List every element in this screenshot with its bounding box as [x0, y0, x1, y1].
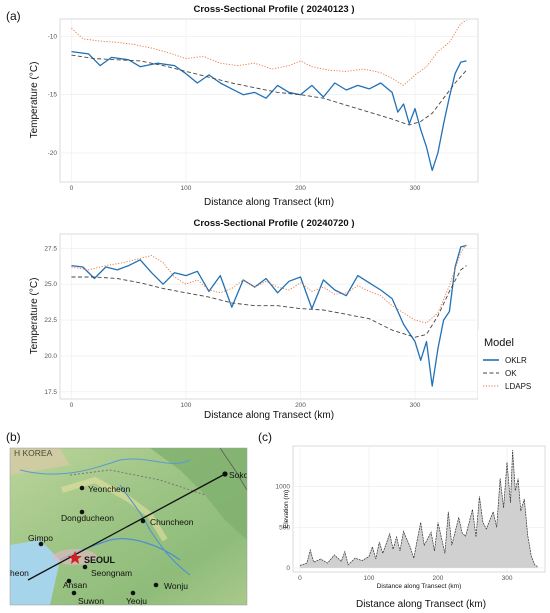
- chart-elevation: 0 100 200 300 0 500 1000 Distance along Trans…: [276, 445, 546, 610]
- x-axis-label: Distance along Transect (km): [204, 197, 334, 208]
- panel-label-c: (c): [258, 430, 272, 444]
- series-group: [299, 450, 539, 568]
- series-group: [71, 243, 467, 387]
- map-label-sokcho: Sokc: [229, 470, 249, 480]
- panel-label-a: (a): [6, 9, 21, 23]
- x-tick-labels: 0 100 200 300: [298, 575, 513, 582]
- y-tick-label: 20.0: [44, 353, 57, 360]
- x-tick-label: 300: [410, 185, 421, 192]
- series-group: [71, 19, 467, 172]
- x-tick-label: 200: [295, 185, 306, 192]
- x-tick-label: 100: [181, 185, 192, 192]
- y-axis-label: Elevation (m): [283, 490, 290, 528]
- seoul-star-icon: [68, 551, 82, 564]
- x-tick-labels: 0 100 200 300: [70, 402, 421, 409]
- y-tick-label: 1000: [276, 484, 291, 491]
- map-label-ansan: Ansan: [63, 580, 87, 590]
- x-tick-label: 300: [502, 575, 513, 582]
- legend-items: OKLR OK LDAPS: [483, 356, 531, 391]
- x-axis-label: Distance along Transect (km): [204, 410, 334, 421]
- legend-box: [478, 330, 548, 400]
- x-tick-label: 200: [433, 575, 444, 582]
- y-tick-label: 22.5: [44, 317, 57, 324]
- map-label-gimpo: Gimpo: [28, 533, 53, 543]
- chart-temperature-winter: Cross-Sectional Profile ( 20240123 ) 0 10…: [29, 4, 479, 208]
- legend-label-ok: OK: [505, 369, 517, 378]
- transect-line: [27, 473, 226, 581]
- plot-panel: [59, 18, 479, 183]
- y-tick-label: -15: [48, 92, 58, 99]
- y-axis-label: Temperature (°C): [29, 278, 40, 355]
- y-tick-label: -20: [48, 150, 58, 157]
- legend-title: Model: [484, 337, 514, 349]
- y-tick-label: 17.5: [44, 389, 57, 396]
- chart-title: Cross-Sectional Profile ( 20240123 ): [193, 4, 354, 15]
- gridlines: [60, 234, 478, 399]
- chart-temperature-summer: Cross-Sectional Profile ( 20240720 ) 0 10…: [29, 218, 479, 421]
- map-label-wonju: Wonju: [164, 581, 188, 591]
- y-tick-label: -10: [48, 33, 58, 40]
- series-line-oklr: [71, 50, 467, 172]
- y-tick-labels: 17.5 20.0 22.5 25.0 27.5: [44, 245, 57, 395]
- legend-label-ldaps: LDAPS: [505, 382, 531, 391]
- x-tick-label: 300: [410, 402, 421, 409]
- series-line-oklr: [71, 244, 467, 387]
- map-label-chuncheon: Chuncheon: [150, 517, 194, 527]
- map-label-incheon: heon: [10, 568, 29, 578]
- plot-panel: [59, 233, 479, 400]
- x-tick-label: 0: [70, 185, 74, 192]
- series-line-ldaps: [71, 243, 467, 324]
- legend: Model OKLR OK LDAPS: [478, 330, 548, 400]
- panel-label-b: (b): [6, 430, 21, 444]
- map-label-seoul: SEOUL: [84, 555, 116, 565]
- y-tick-label: 0: [286, 565, 290, 572]
- outer-x-axis-label: Distance along Transect (km): [356, 599, 486, 610]
- y-tick-labels: 0 500 1000: [276, 484, 291, 572]
- map-terrain: Yeoncheon Dongducheon Chuncheon Gimpo SE…: [10, 448, 249, 606]
- x-tick-label: 0: [70, 402, 74, 409]
- map-panel: Yeoncheon Dongducheon Chuncheon Gimpo SE…: [9, 447, 249, 606]
- elevation-area: [299, 450, 539, 568]
- elevation-line: [299, 450, 539, 568]
- map-label-country: H KOREA: [14, 448, 53, 458]
- y-tick-label: 25.0: [44, 281, 57, 288]
- y-tick-labels: -20 -15 -10: [48, 33, 58, 156]
- x-tick-label: 0: [298, 575, 302, 582]
- y-axis-label: Temperature (°C): [29, 62, 40, 139]
- x-tick-label: 200: [295, 402, 306, 409]
- map-label-suwon: Suwon: [78, 596, 104, 606]
- legend-label-oklr: OKLR: [505, 356, 527, 365]
- chart-title: Cross-Sectional Profile ( 20240720 ): [193, 218, 354, 229]
- map-label-seongnam: Seongnam: [91, 568, 132, 578]
- map-label-yeoncheon: Yeoncheon: [88, 484, 131, 494]
- series-line-ldaps: [71, 19, 467, 86]
- x-tick-label: 100: [364, 575, 375, 582]
- y-tick-label: 500: [279, 524, 290, 531]
- series-line-ok: [71, 54, 467, 126]
- map-label-yeoju: Yeoju: [126, 596, 147, 606]
- map-label-dongducheon: Dongducheon: [61, 513, 114, 523]
- x-axis-label: Distance along Transect (km): [377, 583, 462, 590]
- x-tick-label: 100: [181, 402, 192, 409]
- series-line-ok: [71, 265, 467, 338]
- x-tick-labels: 0 100 200 300: [70, 185, 421, 192]
- y-tick-label: 27.5: [44, 245, 57, 252]
